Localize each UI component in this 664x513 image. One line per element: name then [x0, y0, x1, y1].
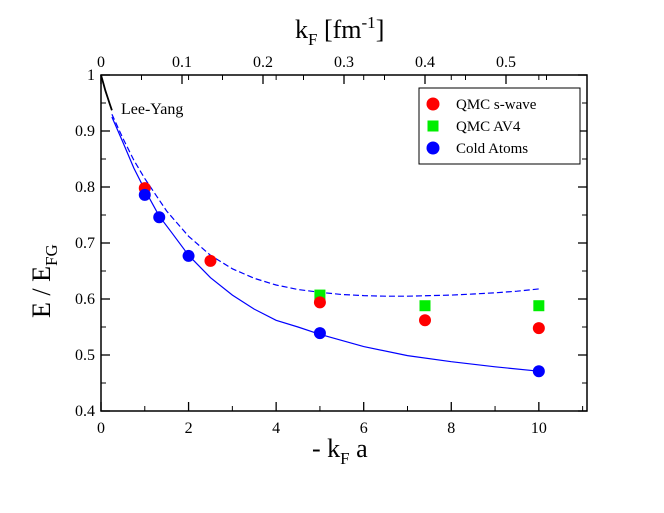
top-x-axis-label: kF [fm-1]	[295, 13, 384, 49]
y-axis-label: E / EFG	[27, 244, 61, 318]
y-tick-label: 0.9	[75, 123, 95, 140]
legend-marker-qmc-s-wave	[426, 97, 440, 111]
point-cold-atoms	[313, 327, 326, 340]
point-qmc-s-wave	[419, 314, 431, 327]
legend-label-qmc-s-wave: QMC s-wave	[456, 97, 537, 113]
x-tick-label: 8	[447, 420, 455, 437]
top-x-tick-label: 0.2	[253, 54, 273, 71]
top-x-tick-label: 0.5	[496, 54, 516, 71]
legend-marker-cold-atoms	[426, 141, 440, 155]
point-cold-atoms	[138, 188, 151, 201]
curve-dashed-1	[111, 113, 539, 297]
x-tick-label: 10	[531, 420, 547, 437]
legend-box	[418, 87, 581, 165]
y-tick-label: 0.7	[75, 235, 95, 252]
x-tick-label: 0	[97, 420, 105, 437]
y-tick-label: 1	[87, 67, 95, 84]
y-tick-label: 0.4	[75, 403, 95, 420]
top-x-tick-label: 0.3	[334, 54, 354, 71]
lee-yang-annotation: Lee-Yang	[121, 101, 183, 118]
point-qmc-s-wave	[532, 322, 545, 335]
point-cold-atoms	[153, 211, 166, 224]
y-tick-label: 0.6	[75, 291, 95, 308]
top-x-tick-label: 0.4	[415, 54, 435, 71]
legend-label-cold-atoms: Cold Atoms	[456, 141, 528, 157]
point-cold-atoms	[182, 249, 195, 262]
point-qmc-s-wave	[204, 254, 217, 267]
top-x-tick-label: 0	[97, 54, 105, 71]
point-qmc-av4	[314, 289, 326, 301]
x-tick-label: 4	[272, 420, 280, 437]
top-x-tick-label: 0.1	[172, 54, 192, 71]
point-qmc-s-wave	[313, 296, 326, 309]
legend-label-qmc-av4: QMC AV4	[456, 119, 521, 135]
curve-solid-2	[100, 74, 113, 111]
point-qmc-av4	[533, 300, 545, 312]
y-tick-label: 0.5	[75, 347, 95, 364]
y-tick-label: 0.8	[75, 179, 95, 196]
x-tick-label: 6	[360, 420, 368, 437]
x-tick-label: 2	[185, 420, 193, 437]
x-axis-label: - kF a	[312, 434, 368, 468]
legend-marker-qmc-av4	[427, 120, 439, 132]
legend: QMC s-wave QMC AV4 Cold Atoms	[418, 87, 581, 165]
data-points	[138, 182, 545, 378]
point-cold-atoms	[532, 365, 545, 378]
point-qmc-av4	[419, 300, 431, 312]
